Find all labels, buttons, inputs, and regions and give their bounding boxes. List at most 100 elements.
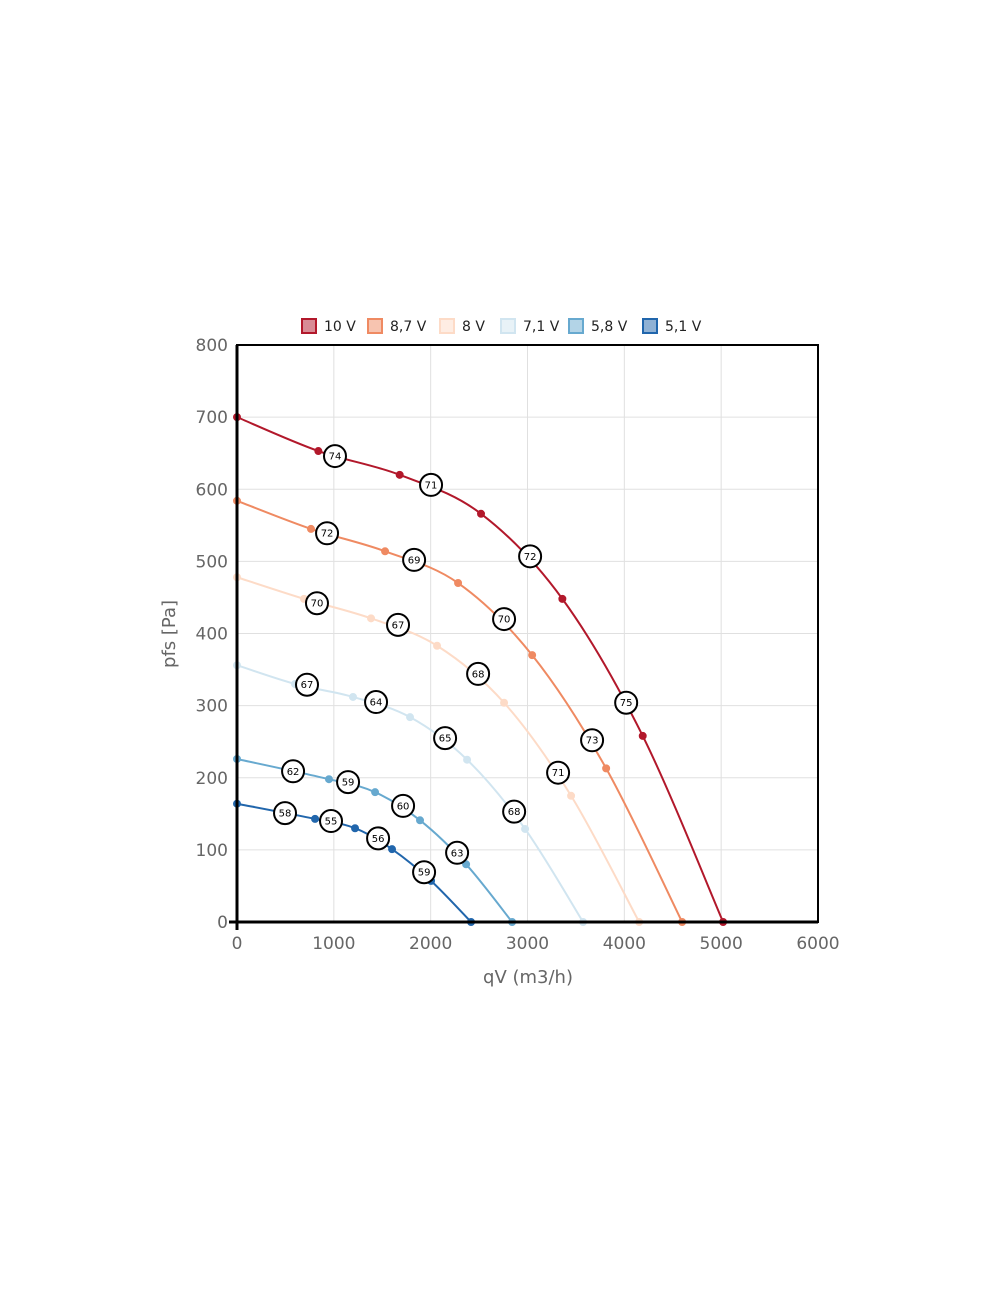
label-circle: [492, 607, 517, 632]
rpm-label: 75: [614, 690, 639, 715]
label-circle: [295, 672, 320, 697]
label-circle: [386, 612, 411, 637]
y-tick-label: 300: [196, 697, 228, 717]
rpm-label: 71: [419, 472, 444, 497]
data-labels: 74 71 72 75 72 69 70 73 70 67 68 71 67 64 65 68 62 59 60 63…: [273, 444, 639, 885]
rpm-label: 59: [412, 860, 437, 885]
label-text: 59: [418, 868, 431, 879]
series-5: [233, 799, 476, 926]
label-circle: [502, 799, 527, 824]
legend[interactable]: 10 V 8,7 V 8 V 7,1 V 5,8 V 5,1 V: [301, 318, 702, 335]
data-point: [477, 509, 486, 518]
label-text: 63: [451, 848, 464, 859]
rpm-label: 65: [433, 726, 458, 751]
legend-swatch: [439, 318, 455, 334]
y-tick-label: 0: [217, 913, 228, 933]
rpm-label: 70: [492, 607, 517, 632]
rpm-label: 68: [502, 799, 527, 824]
label-text: 67: [392, 620, 405, 631]
data-point: [367, 614, 376, 623]
rpm-label: 63: [445, 840, 470, 865]
legend-item[interactable]: 5,1 V: [642, 318, 702, 335]
legend-item[interactable]: 8 V: [439, 318, 485, 335]
grid: [236, 344, 819, 923]
x-tick-label: 2000: [409, 934, 452, 954]
label-circle: [580, 728, 605, 753]
data-point: [638, 731, 647, 740]
series-0: [233, 413, 728, 926]
data-point: [395, 470, 404, 479]
label-text: 73: [586, 736, 599, 747]
label-circle: [433, 726, 458, 751]
ticks: 0 1000 2000 3000 4000 5000 6000 0 100 200 300 400 50…: [196, 336, 840, 954]
label-circle: [273, 801, 298, 826]
data-point: [349, 692, 358, 701]
y-tick-label: 200: [196, 769, 228, 789]
data-point: [314, 447, 323, 456]
rpm-label: 73: [580, 728, 605, 753]
data-point: [306, 524, 315, 533]
data-point: [528, 651, 537, 660]
legend-item[interactable]: 7,1 V: [500, 318, 560, 335]
rpm-label: 59: [336, 770, 361, 795]
legend-swatch: [568, 318, 584, 334]
label-circle: [466, 661, 491, 686]
y-tick-label: 400: [196, 625, 228, 645]
rpm-label: 56: [366, 826, 391, 851]
data-point: [500, 698, 509, 707]
rpm-label: 55: [319, 809, 344, 834]
x-axis-title: qV (m3/h): [483, 967, 573, 988]
label-circle: [391, 793, 416, 818]
label-text: 72: [321, 529, 334, 540]
x-tick-label: 3000: [506, 934, 549, 954]
label-circle: [412, 860, 437, 885]
label-circle: [336, 770, 361, 795]
label-circle: [281, 759, 306, 784]
legend-label: 7,1 V: [523, 319, 560, 335]
plot-frame: [229, 344, 819, 930]
data-point: [433, 641, 442, 650]
x-tick-label: 4000: [603, 934, 646, 954]
data-point: [351, 824, 360, 833]
legend-label: 5,8 V: [591, 319, 628, 335]
y-tick-label: 100: [196, 841, 228, 861]
x-tick-label: 5000: [700, 934, 743, 954]
data-point: [388, 845, 397, 854]
y-tick-label: 700: [196, 408, 228, 428]
data-point: [602, 764, 611, 773]
rpm-label: 72: [315, 521, 340, 546]
label-circle: [319, 809, 344, 834]
data-point: [324, 775, 333, 784]
label-text: 67: [301, 680, 314, 691]
legend-item[interactable]: 5,8 V: [568, 318, 628, 335]
data-point: [416, 816, 425, 825]
label-circle: [315, 521, 340, 546]
label-circle: [322, 444, 347, 469]
label-circle: [518, 544, 543, 569]
legend-label: 10 V: [324, 319, 356, 335]
series-3: [233, 661, 588, 926]
label-text: 72: [524, 552, 537, 563]
label-circle: [445, 840, 470, 865]
data-point: [521, 824, 530, 833]
data-point: [311, 814, 320, 823]
label-text: 69: [408, 555, 421, 566]
series-line: [236, 664, 584, 923]
label-text: 56: [372, 834, 385, 845]
legend-item[interactable]: 8,7 V: [367, 318, 427, 335]
label-text: 59: [342, 778, 355, 789]
legend-label: 8 V: [462, 319, 485, 335]
label-text: 70: [498, 615, 511, 626]
legend-swatch: [301, 318, 317, 334]
data-point: [462, 860, 471, 869]
series-line: [236, 576, 641, 923]
data-point: [567, 791, 576, 800]
legend-item[interactable]: 10 V: [301, 318, 356, 335]
label-circle: [366, 826, 391, 851]
series-line: [236, 802, 472, 923]
label-circle: [614, 690, 639, 715]
x-tick-label: 0: [232, 934, 243, 954]
rpm-label: 58: [273, 801, 298, 826]
y-tick-label: 800: [196, 336, 228, 356]
